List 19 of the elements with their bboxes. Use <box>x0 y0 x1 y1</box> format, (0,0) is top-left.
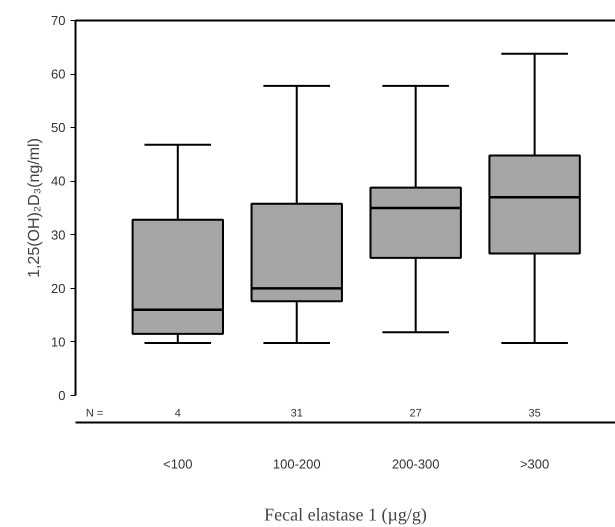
y-tick-label: 0 <box>58 388 66 403</box>
x-tick-label: >300 <box>520 456 550 472</box>
y-tick-label: 50 <box>51 120 66 136</box>
y-tick-label: 10 <box>51 334 66 350</box>
x-tick-label: 200-300 <box>392 456 440 472</box>
text: 27 <box>410 408 422 420</box>
text: 35 <box>528 408 541 420</box>
y-tick-label: 40 <box>51 174 66 189</box>
y-axis-title: 1,25(OH)₂D₃(ng/ml) <box>26 138 44 278</box>
y-tick-label: 30 <box>51 227 66 242</box>
text: N = <box>86 408 104 420</box>
text: 4 <box>174 408 181 420</box>
y-tick-label: 60 <box>51 66 66 82</box>
x-tick-label: 100-200 <box>272 456 321 472</box>
y-tick-label: 20 <box>51 280 66 296</box>
x-axis-title: Fecal elastase 1 (µg/g) <box>264 504 427 524</box>
text: 31 <box>290 408 303 420</box>
x-tick-label: <100 <box>163 456 192 472</box>
y-tick-label: 70 <box>51 13 66 28</box>
